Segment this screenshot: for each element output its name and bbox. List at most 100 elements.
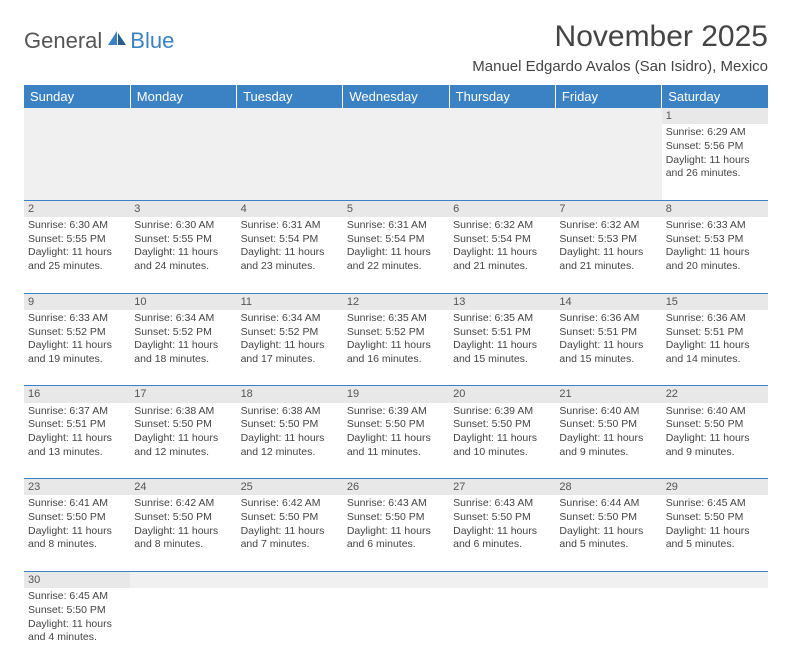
day-number-cell: 4 — [237, 200, 343, 217]
weekday-header: Saturday — [662, 85, 768, 108]
day-sr: Sunrise: 6:39 AM — [347, 405, 445, 419]
day-d2: and 17 minutes. — [241, 353, 339, 367]
day-ss: Sunset: 5:51 PM — [28, 418, 126, 432]
daynum-row: 1 — [24, 108, 768, 124]
day-d1: Daylight: 11 hours — [559, 525, 657, 539]
title-block: November 2025 Manuel Edgardo Avalos (San… — [472, 20, 768, 75]
day-sr: Sunrise: 6:40 AM — [666, 405, 764, 419]
day-d2: and 12 minutes. — [134, 446, 232, 460]
calendar-day-cell: Sunrise: 6:33 AMSunset: 5:53 PMDaylight:… — [662, 217, 768, 293]
day-d1: Daylight: 11 hours — [347, 525, 445, 539]
day-sr: Sunrise: 6:41 AM — [28, 497, 126, 511]
calendar-day-cell: Sunrise: 6:31 AMSunset: 5:54 PMDaylight:… — [343, 217, 449, 293]
day-d2: and 26 minutes. — [666, 167, 764, 181]
day-sr: Sunrise: 6:34 AM — [241, 312, 339, 326]
day-sr: Sunrise: 6:37 AM — [28, 405, 126, 419]
day-d2: and 8 minutes. — [28, 538, 126, 552]
day-number-cell: 25 — [237, 479, 343, 496]
day-d2: and 8 minutes. — [134, 538, 232, 552]
day-d1: Daylight: 11 hours — [241, 432, 339, 446]
day-sr: Sunrise: 6:32 AM — [453, 219, 551, 233]
day-d2: and 5 minutes. — [559, 538, 657, 552]
weekday-header: Thursday — [449, 85, 555, 108]
day-ss: Sunset: 5:50 PM — [453, 418, 551, 432]
calendar-day-cell: Sunrise: 6:39 AMSunset: 5:50 PMDaylight:… — [343, 403, 449, 479]
day-sr: Sunrise: 6:29 AM — [666, 126, 764, 140]
day-number-cell: 17 — [130, 386, 236, 403]
day-sr: Sunrise: 6:42 AM — [134, 497, 232, 511]
day-sr: Sunrise: 6:40 AM — [559, 405, 657, 419]
day-number-cell: 23 — [24, 479, 130, 496]
day-ss: Sunset: 5:55 PM — [28, 233, 126, 247]
calendar-day-cell — [130, 124, 236, 200]
day-number-cell — [130, 571, 236, 588]
day-number-cell — [555, 108, 661, 124]
day-ss: Sunset: 5:52 PM — [134, 326, 232, 340]
calendar-day-cell: Sunrise: 6:32 AMSunset: 5:54 PMDaylight:… — [449, 217, 555, 293]
calendar-day-cell: Sunrise: 6:31 AMSunset: 5:54 PMDaylight:… — [237, 217, 343, 293]
day-d1: Daylight: 11 hours — [559, 246, 657, 260]
calendar-day-cell — [449, 124, 555, 200]
calendar-day-cell: Sunrise: 6:32 AMSunset: 5:53 PMDaylight:… — [555, 217, 661, 293]
day-d1: Daylight: 11 hours — [453, 339, 551, 353]
calendar-day-cell: Sunrise: 6:30 AMSunset: 5:55 PMDaylight:… — [24, 217, 130, 293]
calendar-day-cell: Sunrise: 6:35 AMSunset: 5:51 PMDaylight:… — [449, 310, 555, 386]
day-number-cell — [662, 571, 768, 588]
day-d2: and 13 minutes. — [28, 446, 126, 460]
day-number-cell: 12 — [343, 293, 449, 310]
day-ss: Sunset: 5:50 PM — [241, 418, 339, 432]
calendar-day-cell: Sunrise: 6:36 AMSunset: 5:51 PMDaylight:… — [555, 310, 661, 386]
day-d1: Daylight: 11 hours — [134, 246, 232, 260]
day-number-cell: 6 — [449, 200, 555, 217]
day-number-cell: 5 — [343, 200, 449, 217]
day-ss: Sunset: 5:50 PM — [559, 418, 657, 432]
day-sr: Sunrise: 6:45 AM — [666, 497, 764, 511]
calendar-day-cell — [343, 588, 449, 664]
day-d1: Daylight: 11 hours — [666, 525, 764, 539]
calendar-day-cell: Sunrise: 6:37 AMSunset: 5:51 PMDaylight:… — [24, 403, 130, 479]
day-number-cell: 7 — [555, 200, 661, 217]
day-d1: Daylight: 11 hours — [666, 339, 764, 353]
day-ss: Sunset: 5:50 PM — [134, 418, 232, 432]
page-title: November 2025 — [472, 20, 768, 54]
day-d2: and 6 minutes. — [347, 538, 445, 552]
day-sr: Sunrise: 6:30 AM — [134, 219, 232, 233]
day-sr: Sunrise: 6:42 AM — [241, 497, 339, 511]
day-sr: Sunrise: 6:31 AM — [347, 219, 445, 233]
calendar-header-row: SundayMondayTuesdayWednesdayThursdayFrid… — [24, 85, 768, 108]
calendar-day-cell — [24, 124, 130, 200]
day-d1: Daylight: 11 hours — [347, 432, 445, 446]
day-d1: Daylight: 11 hours — [28, 525, 126, 539]
day-number-cell: 22 — [662, 386, 768, 403]
day-d2: and 21 minutes. — [559, 260, 657, 274]
day-ss: Sunset: 5:50 PM — [347, 418, 445, 432]
calendar-day-cell: Sunrise: 6:40 AMSunset: 5:50 PMDaylight:… — [662, 403, 768, 479]
day-d2: and 20 minutes. — [666, 260, 764, 274]
calendar-day-cell: Sunrise: 6:36 AMSunset: 5:51 PMDaylight:… — [662, 310, 768, 386]
day-number-cell: 20 — [449, 386, 555, 403]
day-d1: Daylight: 11 hours — [347, 246, 445, 260]
day-number-cell: 24 — [130, 479, 236, 496]
day-sr: Sunrise: 6:31 AM — [241, 219, 339, 233]
day-d1: Daylight: 11 hours — [28, 618, 126, 632]
day-d1: Daylight: 11 hours — [28, 246, 126, 260]
day-sr: Sunrise: 6:33 AM — [28, 312, 126, 326]
day-d2: and 10 minutes. — [453, 446, 551, 460]
day-sr: Sunrise: 6:43 AM — [347, 497, 445, 511]
day-d1: Daylight: 11 hours — [559, 339, 657, 353]
day-ss: Sunset: 5:54 PM — [347, 233, 445, 247]
calendar-day-cell: Sunrise: 6:30 AMSunset: 5:55 PMDaylight:… — [130, 217, 236, 293]
day-number-cell: 14 — [555, 293, 661, 310]
logo: General Blue — [24, 28, 174, 54]
calendar-week-row: Sunrise: 6:37 AMSunset: 5:51 PM Daylight:… — [24, 403, 768, 479]
day-d2: and 7 minutes. — [241, 538, 339, 552]
day-number-cell: 15 — [662, 293, 768, 310]
weekday-header: Sunday — [24, 85, 130, 108]
day-d2: and 19 minutes. — [28, 353, 126, 367]
day-number-cell: 19 — [343, 386, 449, 403]
day-sr: Sunrise: 6:43 AM — [453, 497, 551, 511]
day-sr: Sunrise: 6:45 AM — [28, 590, 126, 604]
day-sr: Sunrise: 6:36 AM — [559, 312, 657, 326]
day-d1: Daylight: 11 hours — [559, 432, 657, 446]
calendar-day-cell: Sunrise: 6:40 AMSunset: 5:50 PMDaylight:… — [555, 403, 661, 479]
